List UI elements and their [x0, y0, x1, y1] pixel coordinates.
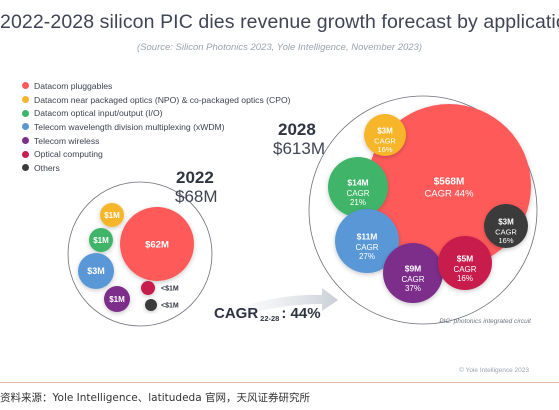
year-2028-label: 2028 — [278, 120, 316, 139]
bubble-cagr-label: CAGR — [355, 243, 378, 252]
copyright-text: © Yole Intelligence 2023 — [459, 367, 529, 374]
legend-dot — [22, 82, 29, 90]
bubble-2022-0 — [120, 207, 194, 281]
bubble-2022-2 — [89, 228, 113, 252]
bubble-value-label: $11M — [357, 232, 378, 242]
bubble-value-label: $3M — [87, 266, 105, 276]
bubble-2028-3 — [335, 209, 399, 273]
legend-item: Datacom near packaged optics (NPO) & co-… — [22, 93, 291, 107]
bubble-2022-3 — [78, 253, 114, 289]
overall-cagr: CAGR 22-28: 44% — [214, 305, 321, 323]
bubble-2028-6 — [484, 204, 528, 248]
bubble-cagr-value: 16% — [498, 236, 513, 245]
total-2028-value: $613M — [273, 139, 325, 158]
legend-dot — [22, 96, 29, 104]
bubble-value-label: $62M — [145, 239, 169, 250]
bubble-value-label: $14M — [347, 178, 368, 188]
bubble-2028-5 — [438, 236, 492, 290]
bubble-cagr-label: CAGR — [401, 275, 424, 284]
bubble-value-label: $1M — [109, 295, 125, 304]
bubble-2022-6 — [145, 299, 157, 311]
legend-dot — [22, 137, 29, 145]
legend-item: Datacom optical input/output (I/O) — [22, 106, 291, 120]
legend-item: Others — [22, 161, 291, 175]
bubble-cagr-label: CAGR — [453, 265, 476, 274]
chart-title: 2022-2028 silicon PIC dies revenue growt… — [0, 11, 559, 33]
bubble-2022-1 — [100, 203, 124, 227]
pic-footnote: PIC: photonics integrated circuit — [439, 318, 531, 325]
bubble-value-label: $5M — [457, 254, 474, 264]
legend-label: Others — [34, 162, 60, 173]
bubble-cagr-value: 21% — [350, 198, 366, 207]
legend-label: Datacom pluggables — [34, 80, 113, 91]
bubble-value-label: $3M — [498, 218, 514, 227]
bubble-cagr-label: CAGR 44% — [424, 189, 474, 200]
bubble-2028-1 — [364, 114, 406, 156]
bubble-value-label: <$1M — [161, 285, 179, 292]
cagr-value: : 44% — [281, 305, 321, 322]
source-note: 资料来源：Yole Intelligence、latitudeda 官网，天风证… — [0, 392, 310, 404]
legend-item: Telecom wireless — [22, 134, 291, 148]
legend-item: Datacom pluggables — [22, 79, 291, 93]
chart-panel: 2022-2028 silicon PIC dies revenue growt… — [0, 11, 559, 374]
bubble-value-label: $9M — [405, 264, 422, 274]
legend-label: Telecom wavelength division multiplexing… — [34, 121, 225, 132]
bubble-2028-4 — [383, 243, 443, 303]
bubble-value-label: $3M — [377, 127, 393, 136]
chart-subtitle: (Source: Silicon Photonics 2023, Yole In… — [137, 42, 422, 53]
footer-divider — [0, 382, 559, 383]
bubble-cagr-label: CAGR — [495, 228, 517, 237]
legend-label: Optical computing — [34, 149, 103, 160]
growth-arrow — [210, 288, 338, 323]
bubble-cagr-label: CAGR — [346, 189, 369, 198]
bubble-2028-2 — [328, 157, 388, 217]
bubble-value-label: $1M — [104, 211, 120, 220]
bubble-2022-4 — [104, 286, 130, 312]
bubble-value-label: <$1M — [161, 302, 179, 309]
legend-dot — [22, 150, 29, 158]
total-2022-value: $68M — [175, 187, 218, 206]
legend-dot — [22, 109, 29, 117]
bubble-cagr-value: 16% — [377, 145, 392, 154]
legend-label: Datacom near packaged optics (NPO) & co-… — [34, 94, 291, 105]
bubble-cagr-value: 37% — [405, 284, 421, 293]
bubble-cagr-label: CAGR — [374, 137, 396, 146]
year-2022-label: 2022 — [176, 168, 214, 187]
bubble-value-label: $568M — [434, 177, 465, 188]
legend-item: Telecom wavelength division multiplexing… — [22, 120, 291, 134]
bubble-value-label: $1M — [93, 236, 109, 245]
bubble-cagr-value: 27% — [359, 252, 375, 261]
bubble-cagr-value: 16% — [457, 274, 473, 283]
legend-dot — [22, 123, 29, 131]
legend-label: Telecom wireless — [34, 135, 100, 146]
bubble-2022-5 — [141, 281, 155, 295]
legend: Datacom pluggables Datacom near packaged… — [22, 79, 291, 175]
legend-item: Optical computing — [22, 147, 291, 161]
legend-label: Datacom optical input/output (I/O) — [34, 108, 163, 119]
cagr-prefix: CAGR — [214, 305, 259, 322]
legend-dot — [22, 164, 29, 172]
cagr-period: 22-28 — [260, 314, 280, 323]
